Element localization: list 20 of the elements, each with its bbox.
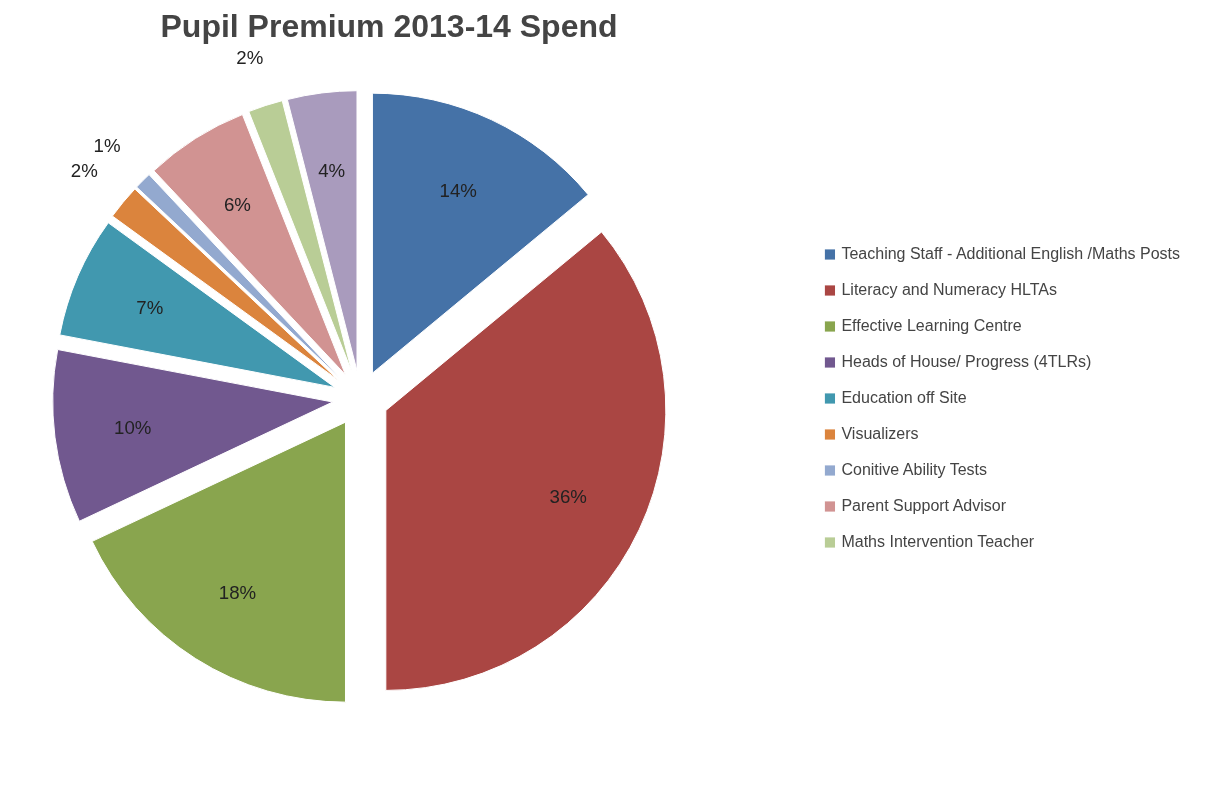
- data-label: 7%: [136, 296, 164, 318]
- chart-title: Pupil Premium 2013-14 Spend: [160, 7, 618, 44]
- data-label: 2%: [70, 159, 98, 181]
- data-label: 18%: [218, 581, 257, 603]
- legend-label: Education off Site: [841, 389, 967, 407]
- data-label: 2%: [236, 47, 264, 69]
- data-label: 4%: [318, 160, 346, 182]
- legend-label: Heads of House/ Progress (4TLRs): [841, 353, 1092, 371]
- data-label: 1%: [93, 134, 121, 156]
- legend-label: Effective Learning Centre: [841, 317, 1022, 335]
- legend-label: Conitive Ability Tests: [841, 461, 987, 479]
- data-label: 10%: [114, 416, 152, 438]
- data-label: 14%: [439, 180, 477, 202]
- data-label: 6%: [223, 194, 251, 216]
- data-label: 36%: [549, 485, 587, 507]
- legend-label: Teaching Staff - Additional English /Maths Posts: [841, 245, 1180, 263]
- legend-label: Visualizers: [841, 425, 919, 443]
- legend-label: Maths Intervention Teacher: [841, 533, 1035, 551]
- legend-label: Parent Support Advisor: [841, 497, 1006, 515]
- legend-label: Literacy and Numeracy HLTAs: [841, 281, 1057, 299]
